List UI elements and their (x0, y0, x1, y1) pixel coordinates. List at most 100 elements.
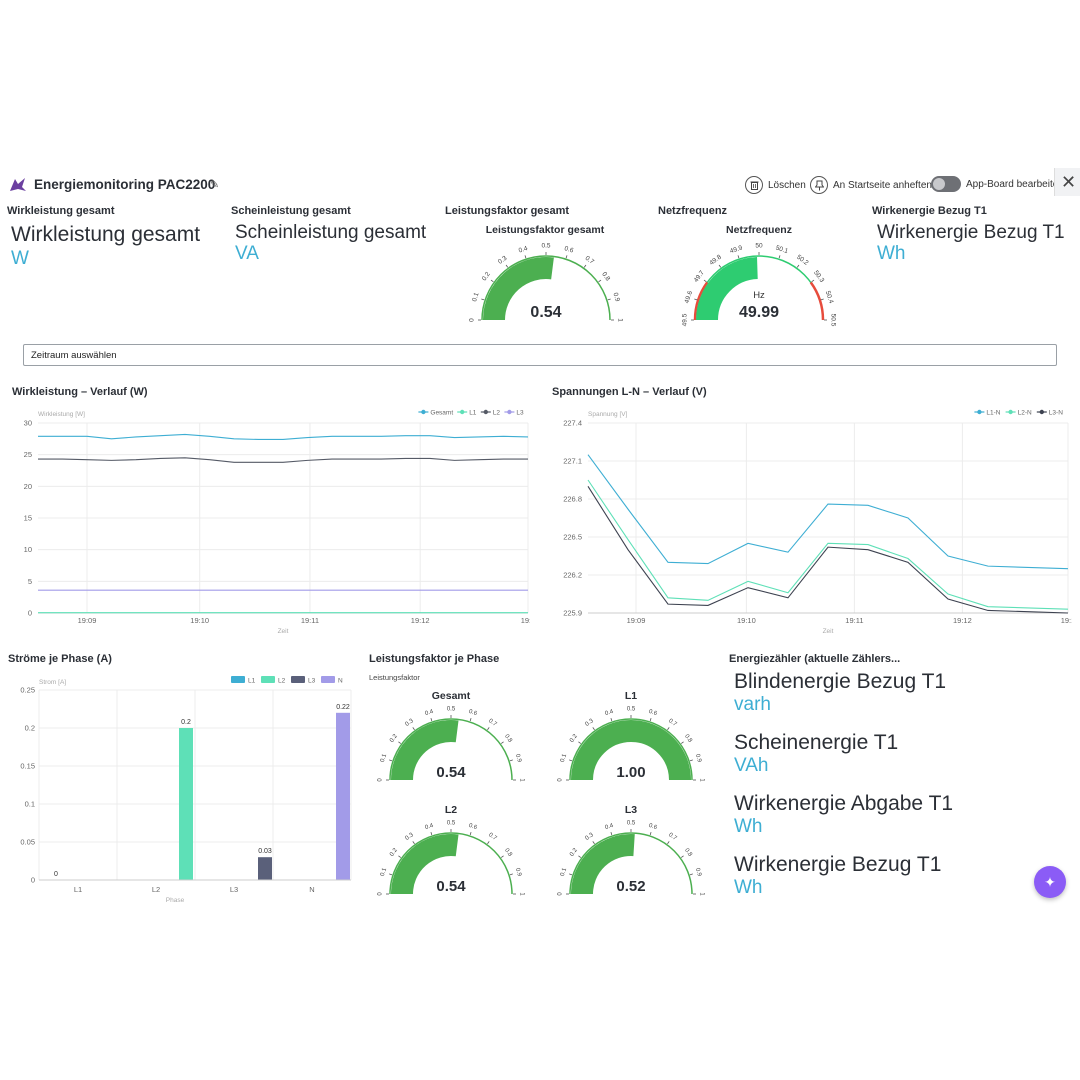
gauge-tick-label: 50.4 (824, 290, 835, 305)
legend-marker (507, 409, 512, 415)
gauge-tick-label: 0.8 (683, 847, 693, 858)
gauge-tick-label: 0.6 (468, 823, 478, 831)
bar-l2 (179, 728, 193, 880)
edit-title-icon[interactable]: ✎ (210, 179, 220, 191)
legend-marker (1008, 409, 1013, 415)
gauge-tick-label: 1 (698, 892, 704, 896)
bar-n (336, 712, 350, 880)
gauge-tick-label: 0.3 (404, 718, 415, 728)
gauge-tick-label: 0.4 (424, 709, 434, 717)
legend-label: L3-N (1049, 410, 1063, 417)
kpi-scheinleistung-title: Scheinleistung gesamt (231, 205, 351, 217)
close-button[interactable]: ✕ (1054, 168, 1080, 196)
chart-voltage-title: Spannungen L-N – Verlauf (V) (552, 386, 707, 398)
legend-label: Gesamt (430, 410, 453, 417)
gauge-tick-label: 0 (378, 892, 384, 896)
y-tick-label: 0 (28, 609, 32, 618)
x-tick-label: 19:11 (301, 616, 319, 625)
power-line-chart: 0 5 10 15 20 25 30 19:09 19:10 19:11 19:12 19:1 Wirk… (24, 409, 530, 636)
toggle-switch[interactable] (931, 176, 961, 192)
voltage-line-chart: 225.9 226.2 226.5 226.8 227.1 227.4 19:09 19:10… (563, 409, 1072, 636)
ai-assistant-button[interactable]: ✦ (1034, 866, 1066, 898)
gauge-value-arc (483, 257, 554, 321)
gauge-tick-label: 0.2 (389, 847, 399, 858)
y-tick-label: 0.15 (20, 762, 35, 771)
gauge-track (569, 718, 693, 781)
gauge-value: 0.54 (436, 878, 466, 895)
x-tick-label: 19:10 (190, 616, 209, 625)
pf-phase-gauge-l2: 0 0.1 0.2 0.3 0.4 0.5 0.6 0.7 0.8 0.9 1 0.54 (378, 821, 525, 897)
gauge-tick-label: 0.5 (627, 707, 636, 713)
energy-title: Energiezähler (aktuelle Zählers... (729, 653, 901, 665)
gauge-tick (500, 741, 504, 744)
edit-board-toggle[interactable]: App-Board bearbeiten (931, 176, 1064, 192)
y-axis-label: Spannung [V] (588, 411, 628, 418)
gauge-tick (389, 873, 393, 876)
legend-marker (483, 409, 488, 415)
pin-label: An Startseite anheften (833, 179, 932, 191)
gauge-tick (430, 718, 433, 722)
delete-label: Löschen (768, 179, 806, 191)
legend-label: L3 (516, 410, 524, 417)
pf-total-gauge: 0 0.10.2 0.3 0.4 0.5 0.6 0.7 0.80.9 1 0.54 (469, 243, 624, 322)
chart-power-title: Wirkleistung – Verlauf (W) (12, 386, 148, 398)
gauge-tick-label: 0.7 (667, 832, 678, 842)
gauge-tick-label: 49.6 (684, 290, 695, 305)
app-logo-icon (8, 175, 28, 200)
series-line-l1-n (587, 454, 1069, 570)
series-line-l2-n (587, 479, 1069, 610)
gauge-tick-label: 0.5 (447, 707, 456, 713)
gauge-tick-label: 1 (616, 318, 623, 322)
delete-button[interactable]: Löschen (745, 176, 806, 194)
gauge-tick (598, 279, 602, 283)
gauge-tick (490, 279, 494, 283)
x-tick-label: 19:09 (78, 616, 97, 625)
pin-button[interactable]: An Startseite anheften (810, 176, 932, 194)
y-tick-label: 225.9 (563, 609, 582, 618)
x-tick-label: 19:11 (845, 616, 863, 625)
x-axis-label: Zeit (278, 628, 289, 635)
gauge-tick (649, 832, 652, 836)
series-line-l2 (38, 457, 528, 463)
legend-marker (460, 409, 465, 415)
gauge-tick-label: 0.2 (481, 271, 492, 283)
y-tick-label: 0.25 (20, 686, 35, 695)
bar-value-label: 0.03 (258, 848, 272, 855)
gauge-tick-label: 0.1 (471, 291, 481, 302)
y-tick-label: 30 (24, 419, 32, 428)
series-line-l3-n (587, 486, 1069, 614)
gauge-tick (694, 298, 698, 301)
legend-label: L2-N (1018, 410, 1032, 417)
x-tick-label: L1 (74, 885, 82, 894)
gauge-tick (578, 741, 582, 744)
gauge-tick-label: 0.7 (487, 718, 498, 728)
gauge-tick (569, 873, 573, 876)
gauge-tick-label: 1 (518, 892, 524, 896)
gauge-tick (689, 873, 693, 876)
x-tick-label: 19:1 (1061, 616, 1072, 625)
gauge-tick (505, 264, 509, 268)
gauge-tick-label: 0.4 (518, 245, 529, 255)
gauge-tick-label: 0.6 (563, 245, 574, 255)
gauge-tick (649, 718, 652, 722)
gauge-tick-label: 49.7 (693, 269, 706, 284)
gauge-tick-label: 0.1 (380, 753, 388, 763)
pf-phase-gauge-gesamt: 0 0.1 0.2 0.3 0.4 0.5 0.6 0.7 0.8 0.9 1 0.54 (378, 707, 525, 783)
gauge-tick-label: 0.4 (424, 823, 434, 831)
gauge-tick-label: 0.4 (604, 709, 614, 717)
gauge-tick-label: 50 (755, 243, 763, 250)
gauge-tick-label: 0.5 (541, 243, 550, 250)
y-tick-label: 227.4 (563, 419, 582, 428)
gauge-value: 0.54 (436, 764, 466, 781)
kpi-wirkenergie-title: Wirkenergie Bezug T1 (872, 205, 987, 217)
gauge-tick (569, 759, 573, 762)
gauge-value-arc (391, 834, 459, 895)
gauge-value-arc (571, 720, 691, 781)
date-range-picker[interactable]: Zeitraum auswählen (23, 344, 1057, 366)
gauge-tick (737, 255, 740, 259)
edit-board-label: App-Board bearbeiten (966, 178, 1064, 190)
x-tick-label: 19:1 (521, 616, 530, 625)
gauge-tick-label: 0 (469, 318, 476, 322)
gauge-tick-label: 0.3 (584, 832, 595, 842)
y-tick-label: 20 (24, 482, 32, 491)
